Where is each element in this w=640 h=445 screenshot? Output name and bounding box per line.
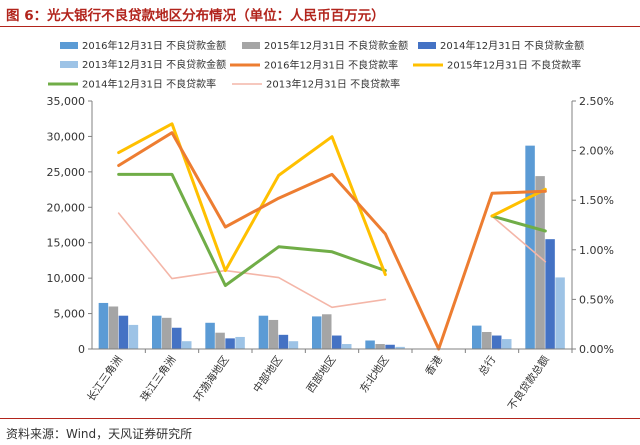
x-axis-tick-label: 总行 bbox=[476, 353, 499, 378]
bar-2-5 bbox=[385, 344, 395, 349]
left-axis-tick-label: 5,000 bbox=[54, 308, 86, 321]
bar-0-0 bbox=[98, 302, 109, 349]
legend-swatch-1 bbox=[242, 42, 260, 49]
bar-3-5 bbox=[395, 346, 405, 349]
line-1-seg-1 bbox=[490, 187, 547, 218]
right-axis-tick-label: 0.00% bbox=[579, 343, 614, 356]
legend-swatch-3 bbox=[60, 61, 78, 68]
bar-3-8 bbox=[555, 277, 565, 349]
x-axis-tick-label: 不良贷款总额 bbox=[505, 353, 552, 412]
bar-3-3 bbox=[288, 341, 299, 349]
right-axis: 0.00% 0.50% 1.00% 1.50% 2.00% 2.50% bbox=[571, 95, 614, 356]
line-3-seg-1 bbox=[491, 215, 547, 263]
right-axis-tick-label: 2.00% bbox=[579, 145, 614, 158]
bar-1-2 bbox=[215, 332, 225, 349]
bar-0-1 bbox=[152, 315, 162, 349]
source-note: 资料来源：Wind，天风证券研究所 bbox=[6, 427, 193, 441]
bar-3-2 bbox=[235, 336, 245, 349]
left-axis: 0 5,000 10,000 15,000 20,000 25,000 30,000 35,0… bbox=[47, 95, 93, 356]
bar-2-3 bbox=[278, 334, 289, 349]
left-axis-tick-label: 10,000 bbox=[47, 272, 86, 285]
right-axis-tick-label: 1.00% bbox=[579, 244, 614, 257]
line-2-seg-0 bbox=[117, 172, 387, 287]
bar-1-3 bbox=[268, 319, 279, 349]
x-axis-tick-label: 东北地区 bbox=[357, 353, 392, 395]
legend-label-7: 2013年12月31日 不良贷款率 bbox=[266, 78, 400, 91]
bars-layer bbox=[98, 145, 565, 349]
left-axis-tick-label: 35,000 bbox=[47, 95, 86, 108]
line-3-seg-0 bbox=[117, 212, 387, 309]
legend-label-5: 2015年12月31日 不良贷款率 bbox=[447, 59, 581, 72]
x-axis-tick-label: 中部地区 bbox=[250, 353, 285, 395]
left-axis-tick-label: 25,000 bbox=[47, 166, 86, 179]
source-bar: 资料来源：Wind，天风证券研究所 bbox=[0, 418, 640, 445]
bar-1-0 bbox=[108, 306, 119, 349]
bar-2-0 bbox=[118, 315, 129, 349]
left-axis-tick-label: 30,000 bbox=[47, 130, 86, 143]
bar-3-1 bbox=[182, 341, 192, 349]
chart-title-bar: 图 6：光大银行不良贷款地区分布情况（单位：人民币百万元） bbox=[0, 0, 640, 27]
line-2-seg-1 bbox=[490, 214, 547, 233]
bar-1-5 bbox=[375, 344, 385, 349]
x-axis-tick-label: 西部地区 bbox=[304, 353, 339, 395]
lines-layer bbox=[117, 122, 547, 351]
legend-label-1: 2015年12月31日 不良贷款金额 bbox=[264, 39, 408, 52]
bar-2-2 bbox=[225, 338, 235, 349]
bar-0-3 bbox=[258, 315, 269, 349]
x-axis: 长江三角洲 珠江三角洲 环渤海地区 中部地区 西部地区 东北地区 香港 总行 不良贷款总额 bbox=[85, 348, 573, 412]
legend-label-0: 2016年12月31日 不良贷款金额 bbox=[82, 39, 226, 52]
bar-2-8 bbox=[545, 239, 555, 349]
bar-1-8 bbox=[535, 176, 545, 349]
bar-3-4 bbox=[342, 344, 352, 349]
left-axis-tick-label: 15,000 bbox=[47, 237, 86, 250]
legend-label-2: 2014年12月31日 不良贷款金额 bbox=[440, 39, 584, 52]
legend: 2016年12月31日 不良贷款金额 2015年12月31日 不良贷款金额 2014… bbox=[48, 39, 584, 91]
bar-1-4 bbox=[322, 314, 332, 349]
legend-swatch-2 bbox=[418, 42, 436, 49]
bar-2-1 bbox=[172, 327, 182, 349]
legend-label-4: 2016年12月31日 不良贷款率 bbox=[264, 59, 398, 72]
bar-0-4 bbox=[312, 316, 322, 349]
right-axis-tick-label: 2.50% bbox=[579, 95, 614, 108]
bar-0-7 bbox=[472, 325, 482, 349]
bar-0-8 bbox=[525, 145, 535, 349]
bar-0-5 bbox=[365, 340, 375, 349]
right-axis-tick-label: 0.50% bbox=[579, 293, 614, 306]
bar-3-0 bbox=[128, 324, 139, 349]
line-0-seg-0 bbox=[117, 131, 547, 351]
left-axis-tick-label: 20,000 bbox=[47, 201, 86, 214]
bar-2-4 bbox=[332, 335, 342, 349]
legend-label-6: 2014年12月31日 不良贷款率 bbox=[82, 78, 216, 91]
line-1-seg-0 bbox=[117, 122, 387, 277]
bar-1-1 bbox=[162, 317, 172, 349]
right-axis-tick-label: 1.50% bbox=[579, 194, 614, 207]
bar-2-7 bbox=[492, 335, 502, 349]
bar-0-2 bbox=[205, 322, 215, 349]
legend-swatch-0 bbox=[60, 42, 78, 49]
x-axis-tick-label: 长江三角洲 bbox=[85, 354, 125, 404]
bar-1-7 bbox=[482, 331, 492, 349]
bar-3-7 bbox=[502, 339, 512, 349]
left-axis-tick-label: 0 bbox=[78, 343, 85, 356]
x-axis-tick-label: 香港 bbox=[423, 353, 445, 377]
x-axis-tick-label: 珠江三角洲 bbox=[138, 353, 179, 403]
legend-label-3: 2013年12月31日 不良贷款金额 bbox=[82, 58, 226, 71]
chart-title: 图 6：光大银行不良贷款地区分布情况（单位：人民币百万元） bbox=[6, 8, 385, 24]
x-axis-tick-label: 环渤海地区 bbox=[191, 353, 232, 403]
